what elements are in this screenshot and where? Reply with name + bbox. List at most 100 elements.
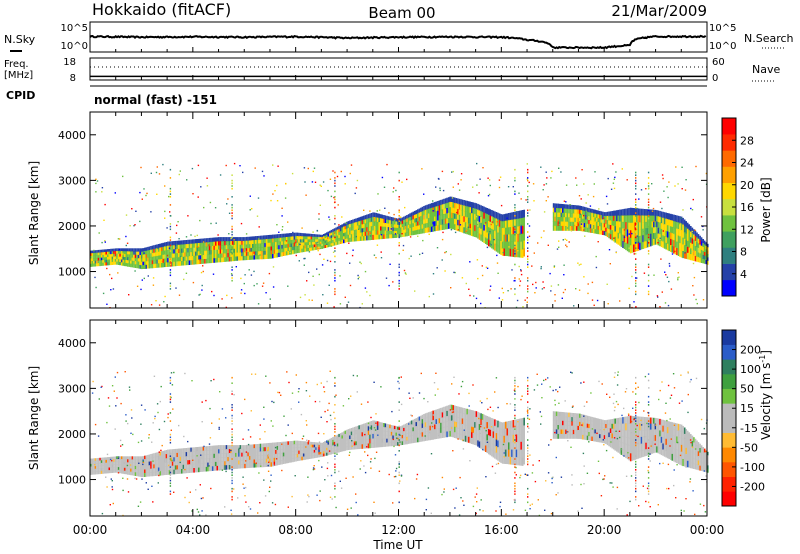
echo-cell [395, 234, 397, 238]
echo-cell [432, 429, 434, 435]
echo-cell [108, 462, 111, 466]
echo-cell [222, 449, 225, 454]
echo-cell [492, 223, 495, 231]
echo-cell [668, 238, 670, 245]
echo-cell [517, 249, 519, 258]
echo-cell [648, 227, 650, 235]
echo-cell [201, 255, 203, 260]
echo-cell [247, 456, 249, 461]
echo-cell [434, 410, 436, 416]
echo-cell [216, 253, 219, 259]
echo-dot [143, 188, 145, 190]
echo-cell [458, 417, 461, 424]
echo-cell [373, 234, 376, 240]
echo-cell [262, 235, 265, 240]
echo-cell [480, 222, 482, 230]
echo-cell [654, 238, 657, 245]
echo-streak-dot [514, 277, 516, 279]
echo-cell [629, 215, 632, 224]
echo-cell [173, 453, 175, 458]
echo-streak-dot [647, 201, 650, 203]
echo-cell [231, 460, 234, 466]
echo-cell [210, 458, 212, 463]
echo-dot [469, 228, 471, 230]
echo-cell [352, 441, 354, 446]
echo-cell [228, 461, 231, 466]
echo-dot [565, 244, 567, 246]
echo-cell [401, 230, 404, 234]
echo-cell [563, 212, 566, 218]
echo-dot [575, 177, 577, 179]
echo-cell [466, 222, 468, 229]
echo-cell [603, 231, 606, 236]
echo-cell [154, 471, 157, 476]
echo-cell [295, 249, 297, 254]
echo-dot [531, 265, 533, 267]
echo-cell [150, 457, 152, 462]
echo-cell [103, 249, 106, 253]
echo-cell [349, 237, 351, 242]
echo-cell [631, 215, 633, 224]
echo-cell [677, 248, 680, 256]
echo-cell [144, 473, 146, 477]
echo-cell [196, 459, 198, 464]
echo-cell [159, 263, 161, 268]
echo-cell [108, 467, 111, 471]
echo-cell [373, 429, 376, 435]
echo-cell [157, 455, 160, 461]
echo-cell [446, 213, 448, 219]
echo-cell [569, 209, 572, 214]
echo-cell [338, 234, 340, 239]
echo-cell [236, 252, 239, 257]
echo-cell [222, 465, 225, 470]
echo-cell [410, 220, 413, 225]
echo-dot [691, 209, 694, 211]
echo-cell [392, 428, 394, 433]
echo-streak-dot [231, 228, 233, 231]
echo-cell [184, 468, 186, 474]
echo-dot [465, 230, 467, 233]
echo-cell [583, 210, 586, 216]
echo-streak-dot [514, 190, 516, 193]
echo-cell [250, 236, 252, 241]
echo-cell [390, 435, 393, 440]
echo-cell [400, 218, 402, 222]
echo-dot [580, 263, 582, 265]
echo-streak-dot [334, 179, 336, 182]
echo-streak-dot [635, 171, 637, 174]
echo-cell [105, 262, 107, 266]
echo-streak-dot [635, 236, 637, 239]
echo-cell [398, 231, 401, 235]
echo-cell [123, 456, 126, 460]
echo-cell [125, 257, 128, 261]
echo-cell [313, 447, 316, 451]
echo-cell [117, 467, 120, 471]
echo-dot [693, 294, 695, 296]
echo-cell [663, 242, 666, 249]
echo-cell [454, 224, 456, 230]
echo-cell [198, 247, 200, 252]
echo-cell [204, 467, 206, 472]
echo-cell [188, 256, 191, 261]
echo-cell [469, 431, 472, 438]
echo-cell [218, 461, 220, 467]
echo-streak-dot [231, 206, 233, 209]
echo-dot [350, 164, 353, 166]
echo-cell [157, 255, 160, 260]
echo-cell [409, 425, 411, 430]
echo-cell [208, 258, 211, 264]
echo-cell [332, 242, 334, 246]
echo-cell [227, 237, 229, 242]
echo-cell [688, 253, 691, 260]
echo-dot [299, 296, 302, 299]
echo-cell [435, 211, 438, 217]
echo-cell [275, 461, 277, 466]
echo-cell [120, 259, 123, 263]
echo-cell [134, 251, 137, 256]
echo-cell [401, 223, 404, 228]
echo-streak-dot [398, 171, 400, 174]
echo-streak-dot [169, 223, 172, 225]
echo-dot [214, 207, 217, 209]
echo-cell [415, 230, 418, 235]
